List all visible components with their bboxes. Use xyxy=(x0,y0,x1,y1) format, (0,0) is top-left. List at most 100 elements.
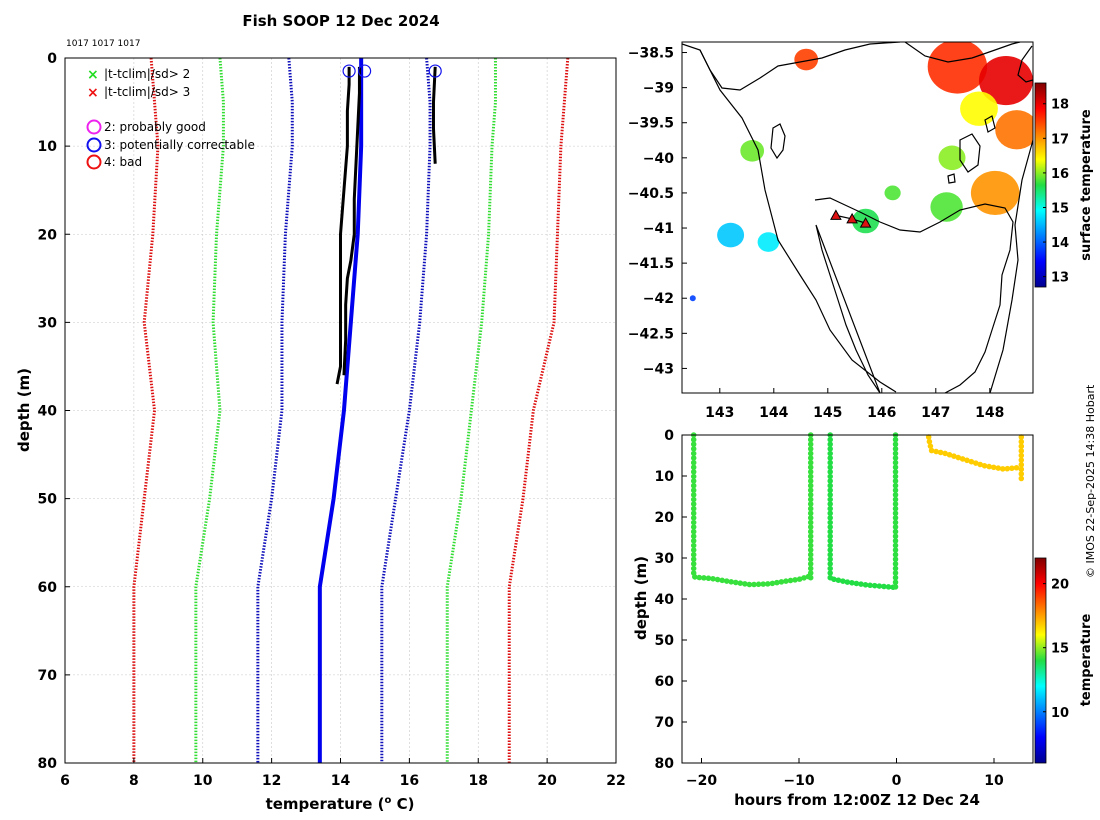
map-colorbar-tick-label: 16 xyxy=(1051,167,1069,182)
depth-time-y-tick-label: 50 xyxy=(655,633,675,649)
depth-time-frame xyxy=(681,434,1034,764)
profile-y-tick-label: 30 xyxy=(38,315,58,331)
depth-time-y-tick-label: 20 xyxy=(655,510,675,526)
sst-patch-3 xyxy=(995,110,1033,150)
map-frame xyxy=(681,41,1034,394)
map-x-tick-label: 146 xyxy=(867,405,896,421)
map-colorbar-tick-label: 13 xyxy=(1051,271,1069,286)
depth-time-y-tick-label: 0 xyxy=(664,428,674,444)
profile-y-tick-label: 50 xyxy=(38,492,58,508)
legend-marker-magenta-circle xyxy=(86,119,102,135)
map-y-tick-label: −38.5 xyxy=(628,46,674,62)
map-y-tick-label: −41.5 xyxy=(628,256,674,272)
profile-y-tick-label: 40 xyxy=(38,404,58,420)
map-ticks: 143 144 145 146 147 148 −38.5 −39 −39.5 −40 −40.5 −… xyxy=(628,46,1005,421)
map-panel: 143 144 145 146 147 148 −38.5 −39 −39.5 −40 −40.5 −… xyxy=(628,41,1094,421)
sst-patch-6 xyxy=(740,139,765,162)
depth-time-colorbar: 10 15 20 xyxy=(1034,557,1069,764)
sst-patch-12 xyxy=(757,232,780,252)
map-colorbar: 13 14 15 16 17 18 xyxy=(1034,82,1069,288)
sst-patch-11 xyxy=(717,222,745,248)
depth-time-x-tick-label: −10 xyxy=(783,773,814,789)
sst-patch-9 xyxy=(930,192,963,222)
flinders-island xyxy=(959,133,981,173)
profile-y-tick-label: 60 xyxy=(38,580,58,596)
shelf-contour-east xyxy=(989,139,1033,393)
depth-time-y-tick-label: 40 xyxy=(655,592,675,608)
depth-time-y-tick-label: 30 xyxy=(655,551,675,567)
profile-x-tick-label: 14 xyxy=(331,773,351,789)
ship-track-marker-3 xyxy=(859,217,872,228)
depth-time-panel: −20 −10 0 10 0 10 20 30 40 50 60 70 80 hours from 12… xyxy=(632,428,1094,809)
map-colorbar-tick-label: 15 xyxy=(1051,201,1069,216)
map-colorbar-tick-label: 14 xyxy=(1051,236,1069,251)
profile-x-tick-label: 6 xyxy=(60,773,70,789)
depth-time-x-label: hours from 12:00Z 12 Dec 24 xyxy=(734,791,980,809)
king-island xyxy=(770,123,786,160)
depth-time-x-tick-label: −20 xyxy=(686,773,717,789)
map-x-tick-label: 147 xyxy=(921,405,950,421)
profile-climatology xyxy=(132,57,570,763)
profile-x-label-sup: o xyxy=(384,795,391,806)
profile-y-tick-label: 70 xyxy=(38,668,58,684)
qc-flag-circle-3 xyxy=(428,64,442,78)
profile-y-tick-label: 20 xyxy=(38,227,58,243)
profile-data xyxy=(335,64,442,385)
depth-time-y-tick-label: 80 xyxy=(655,756,675,772)
sst-patch-13 xyxy=(884,185,901,201)
depth-time-points xyxy=(690,432,1025,594)
qc-flag-circle-1 xyxy=(342,64,356,78)
map-y-tick-label: −43 xyxy=(643,361,674,377)
sst-patch-7 xyxy=(938,145,966,171)
profile-x-tick-label: 18 xyxy=(469,773,488,789)
profile-x-tick-label: 20 xyxy=(537,773,557,789)
map-y-tick-label: −41 xyxy=(643,221,674,237)
map-colorbar-tick-label: 18 xyxy=(1051,98,1069,113)
legend-item-red-x: × |t-tclim|/sd> 3 xyxy=(87,85,190,101)
legend-item-blue-circle: 3: potentially correctable xyxy=(86,137,255,153)
map-track xyxy=(830,209,872,228)
legend-marker-blue-circle xyxy=(86,137,102,153)
profile-y-tick-label: 0 xyxy=(47,51,57,67)
profile-line-2 xyxy=(342,66,361,376)
map-colorbar-tick-label: 17 xyxy=(1051,132,1069,147)
profile-legend: × |t-tclim|/sd> 2 × |t-tclim|/sd> 3 2: p… xyxy=(86,67,255,170)
climatology-line-clim-2sd xyxy=(194,57,225,763)
bass-strait-islands xyxy=(947,115,996,184)
depth-time-colorbar-tick-label: 20 xyxy=(1051,578,1069,593)
climatology-line-clim-1sd xyxy=(380,57,432,763)
profile-x-tick-label: 12 xyxy=(262,773,281,789)
profile-x-label-end: C) xyxy=(391,795,414,813)
profile-x-tick-label: 10 xyxy=(193,773,213,789)
climatology-line-clim-1sd xyxy=(256,57,294,763)
depth-time-track-3 xyxy=(827,432,899,591)
profile-grid xyxy=(65,58,616,763)
sst-patch-5 xyxy=(794,48,819,71)
map-colorbar-label: surface temperature xyxy=(1079,109,1094,261)
depth-time-y-tick-label: 70 xyxy=(655,715,675,731)
legend-marker-green-x: × xyxy=(87,67,99,83)
legend-marker-red-x: × xyxy=(87,85,99,101)
profile-y-tick-label: 80 xyxy=(38,756,58,772)
legend-label-red-circle: 4: bad xyxy=(104,155,142,169)
legend-item-magenta-circle: 2: probably good xyxy=(86,119,206,135)
map-colorbar-gradient xyxy=(1034,82,1047,288)
legend-item-red-circle: 4: bad xyxy=(86,154,142,170)
map-x-tick-label: 148 xyxy=(975,405,1004,421)
legend-label-green-x: |t-tclim|/sd> 2 xyxy=(104,67,190,81)
ship-track-marker-2 xyxy=(846,212,858,224)
map-sst-layer xyxy=(689,42,1033,302)
profile-x-tick-label: 16 xyxy=(400,773,419,789)
sst-patch-4 xyxy=(960,91,998,126)
profile-line-3 xyxy=(431,66,437,164)
climatology-line-clim-2sd xyxy=(445,58,497,763)
profile-x-tick-label: 22 xyxy=(606,773,625,789)
depth-time-colorbar-tick-label: 10 xyxy=(1051,706,1069,721)
depth-time-track-1 xyxy=(690,432,812,588)
profile-x-label: temperature (o C) xyxy=(266,795,415,813)
depth-time-y-label: depth (m) xyxy=(632,556,650,640)
map-x-tick-label: 143 xyxy=(705,405,734,421)
depth-time-colorbar-label: temperature xyxy=(1079,614,1094,707)
depth-time-colorbar-tick-label: 15 xyxy=(1051,642,1069,657)
map-y-tick-label: −40.5 xyxy=(628,186,674,202)
